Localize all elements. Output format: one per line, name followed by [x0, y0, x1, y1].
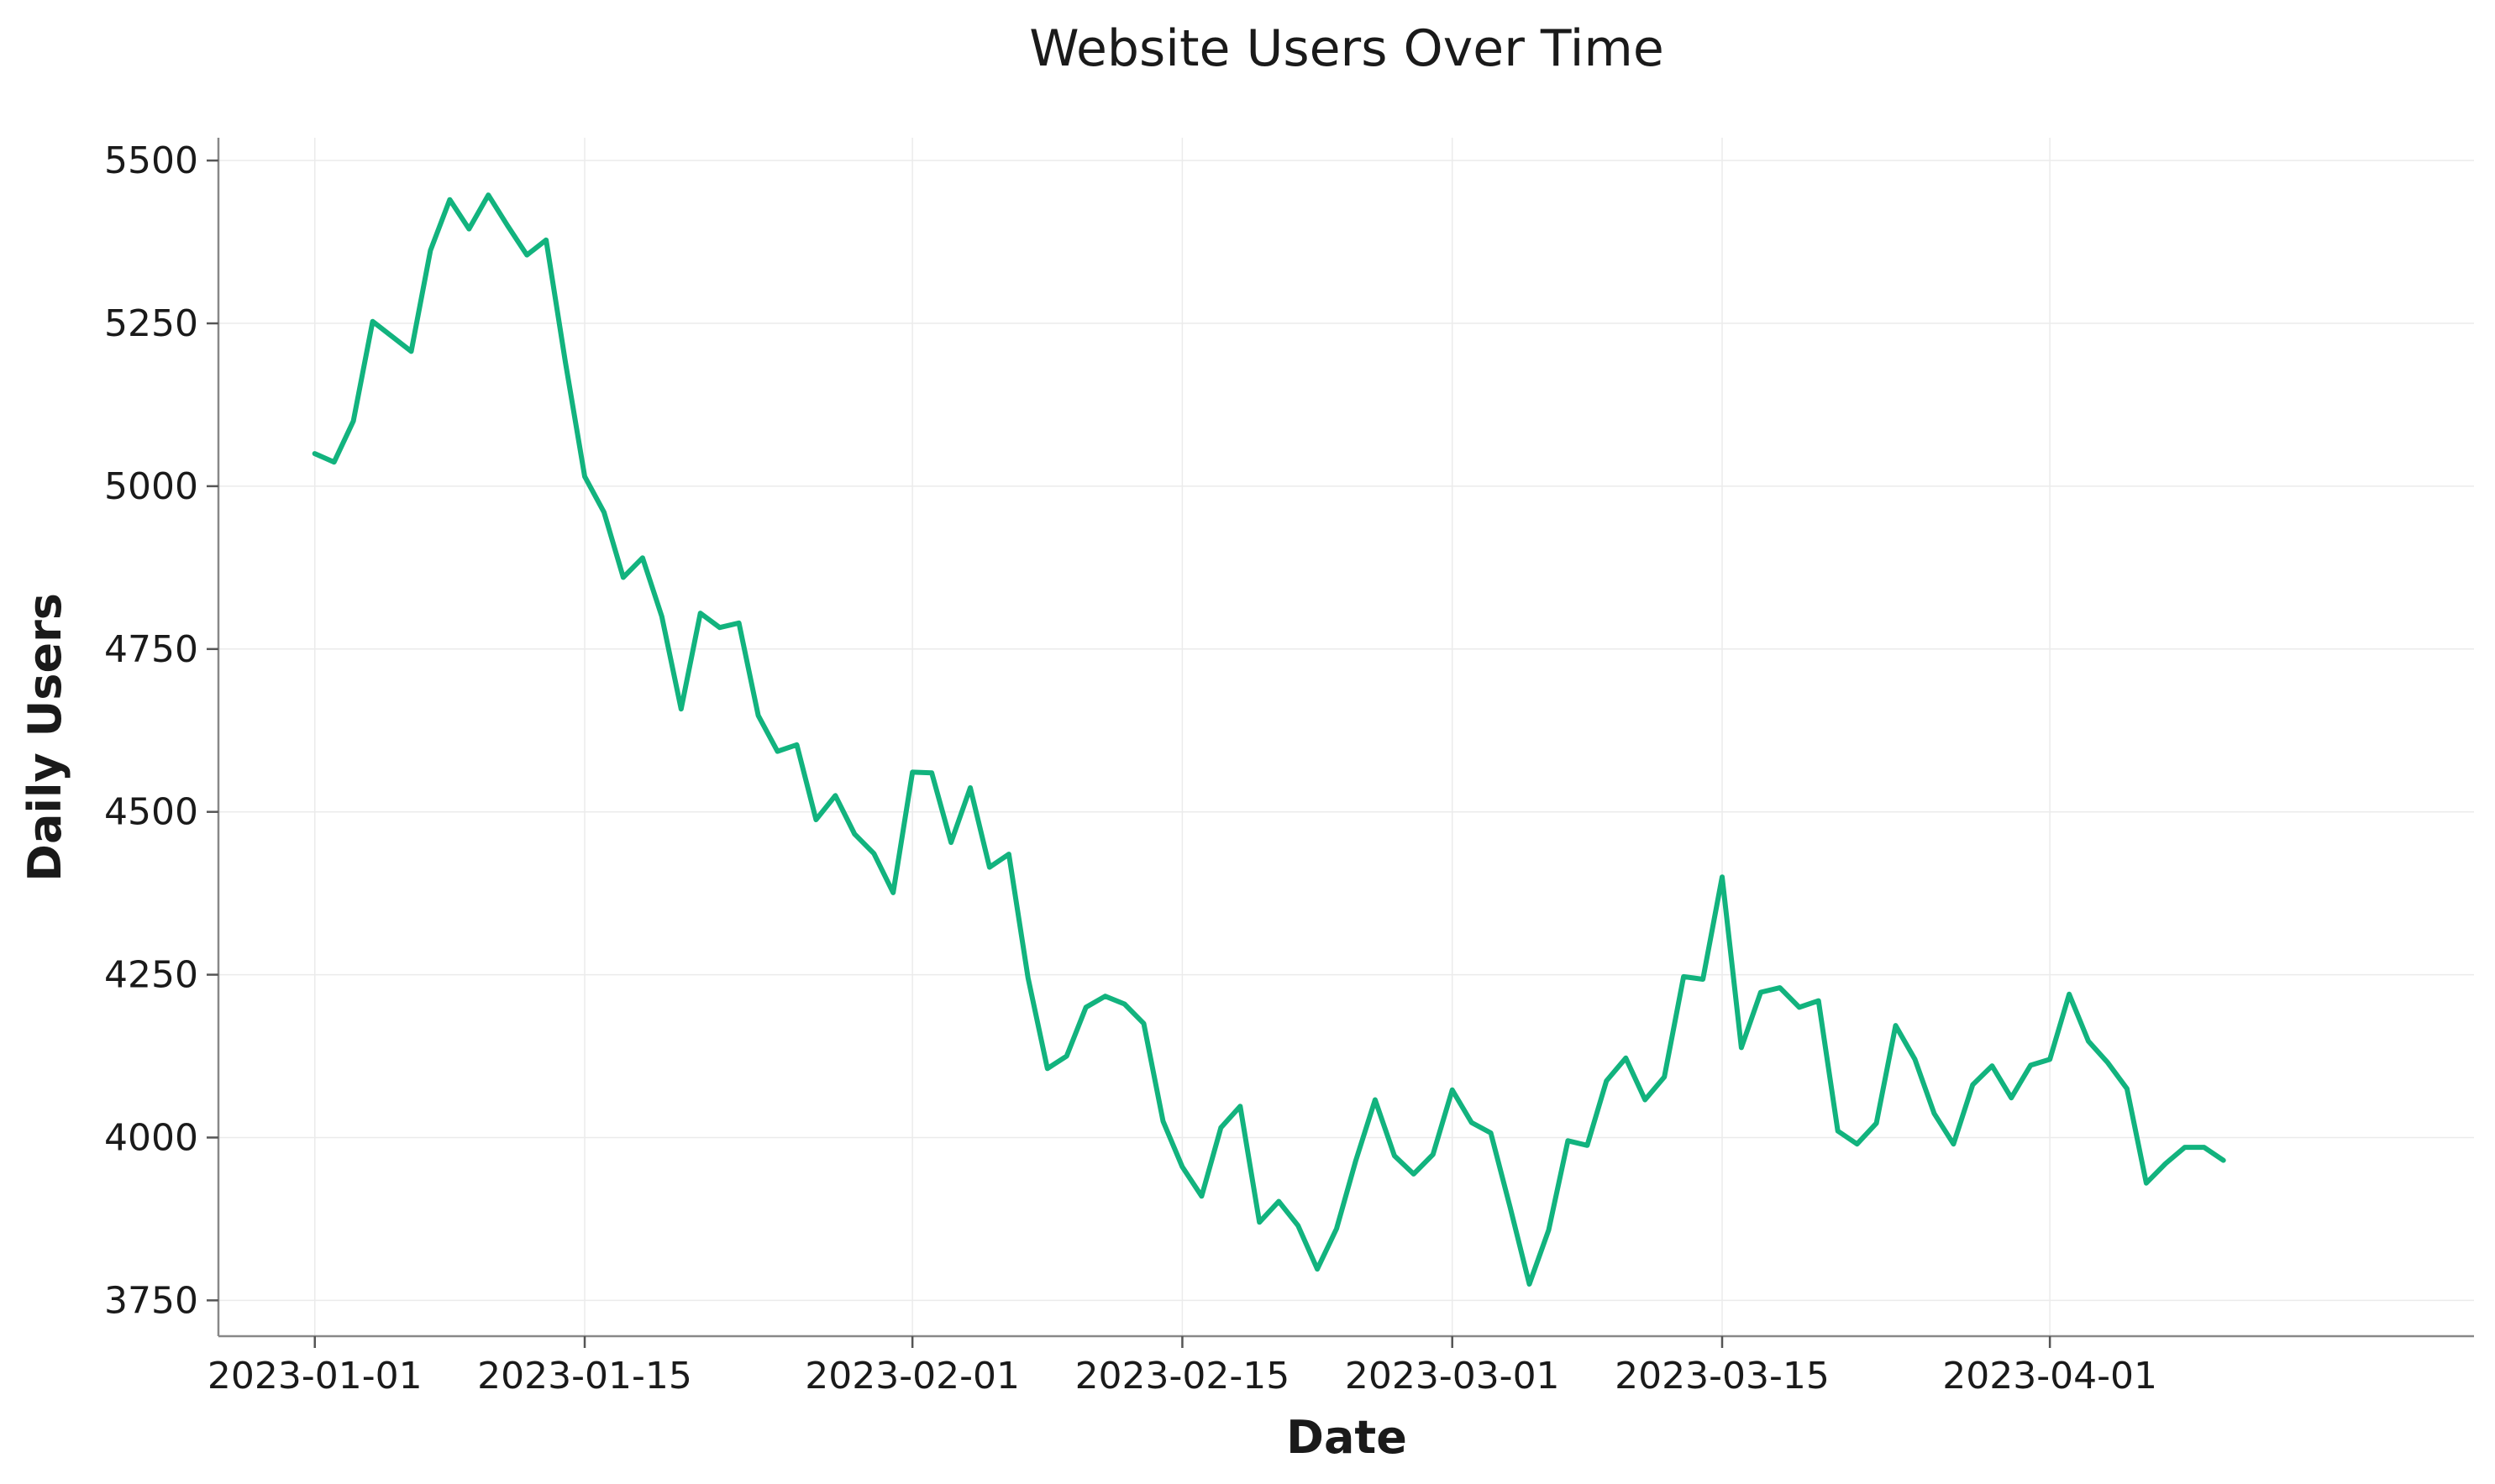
x-ticks: 2023-01-01 2023-01-15 2023-02-01 2023-02-15…: [207, 1336, 2157, 1397]
y-tick-label: 4250: [104, 954, 198, 997]
x-tick-label: 2023-01-01: [207, 1355, 423, 1397]
y-tick-label: 5000: [104, 465, 198, 508]
x-tick-label: 2023-02-15: [1075, 1355, 1290, 1397]
grid: [218, 138, 2474, 1336]
y-tick-label: 3750: [104, 1279, 198, 1322]
x-axis-label: Date: [1286, 1411, 1407, 1464]
x-tick-label: 2023-03-15: [1615, 1355, 1830, 1397]
x-tick-label: 2023-03-01: [1345, 1355, 1560, 1397]
series-layer: [312, 192, 2226, 1287]
series-line: [312, 192, 2226, 1287]
x-tick-label: 2023-01-15: [477, 1355, 692, 1397]
y-tick-label: 4000: [104, 1116, 198, 1159]
y-tick-label: 5250: [104, 302, 198, 345]
y-ticks: 3750 4000 4250 4500 4750 5000 5250 5500: [104, 139, 218, 1322]
y-tick-label: 5500: [104, 139, 198, 182]
axes: [217, 138, 2474, 1338]
y-tick-label: 4500: [104, 791, 198, 834]
y-tick-label: 4750: [104, 628, 198, 671]
y-axis-label: Daily Users: [18, 593, 71, 882]
x-tick-label: 2023-04-01: [1942, 1355, 2157, 1397]
x-tick-label: 2023-02-01: [805, 1355, 1020, 1397]
chart-title: Website Users Over Time: [1029, 19, 1664, 78]
